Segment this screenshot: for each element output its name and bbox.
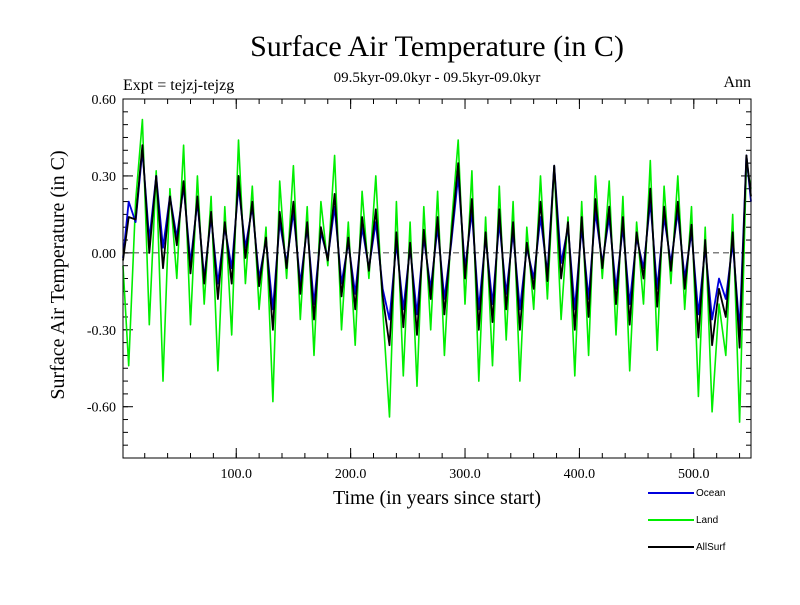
chart-subtitle: 09.5kyr-09.0kyr - 09.5kyr-09.0kyr: [334, 70, 541, 86]
y-axis-label: Surface Air Temperature (in C): [47, 150, 69, 399]
legend-label-allsurf: AllSurf: [696, 542, 726, 553]
x-tick-label: 500.0: [678, 467, 710, 482]
chart-title: Surface Air Temperature (in C): [250, 30, 624, 63]
y-tick-label: -0.60: [87, 401, 116, 416]
legend: Ocean Land AllSurf: [648, 488, 726, 553]
legend-label-land: Land: [696, 515, 718, 526]
x-tick-label: 200.0: [335, 467, 367, 482]
y-tick-label: 0.00: [92, 247, 117, 262]
series-line-allsurf: [122, 144, 752, 349]
season-label: Ann: [723, 74, 751, 91]
y-tick-label: 0.60: [92, 93, 117, 108]
x-axis-label: Time (in years since start): [333, 487, 541, 509]
plot-area: 100.0 200.0 300.0 400.0 500.0 0.60 0.30 0.00 -0.…: [87, 93, 752, 482]
y-tick-label: -0.30: [87, 324, 116, 339]
plot-frame: [122, 98, 752, 459]
legend-label-ocean: Ocean: [696, 488, 725, 499]
x-tick-label: 300.0: [449, 467, 481, 482]
x-tick-label: 400.0: [564, 467, 596, 482]
x-tick-label: 100.0: [220, 467, 252, 482]
y-tick-label: 0.30: [92, 170, 117, 185]
expt-label: Expt = tejzj-tejzg: [123, 77, 234, 94]
